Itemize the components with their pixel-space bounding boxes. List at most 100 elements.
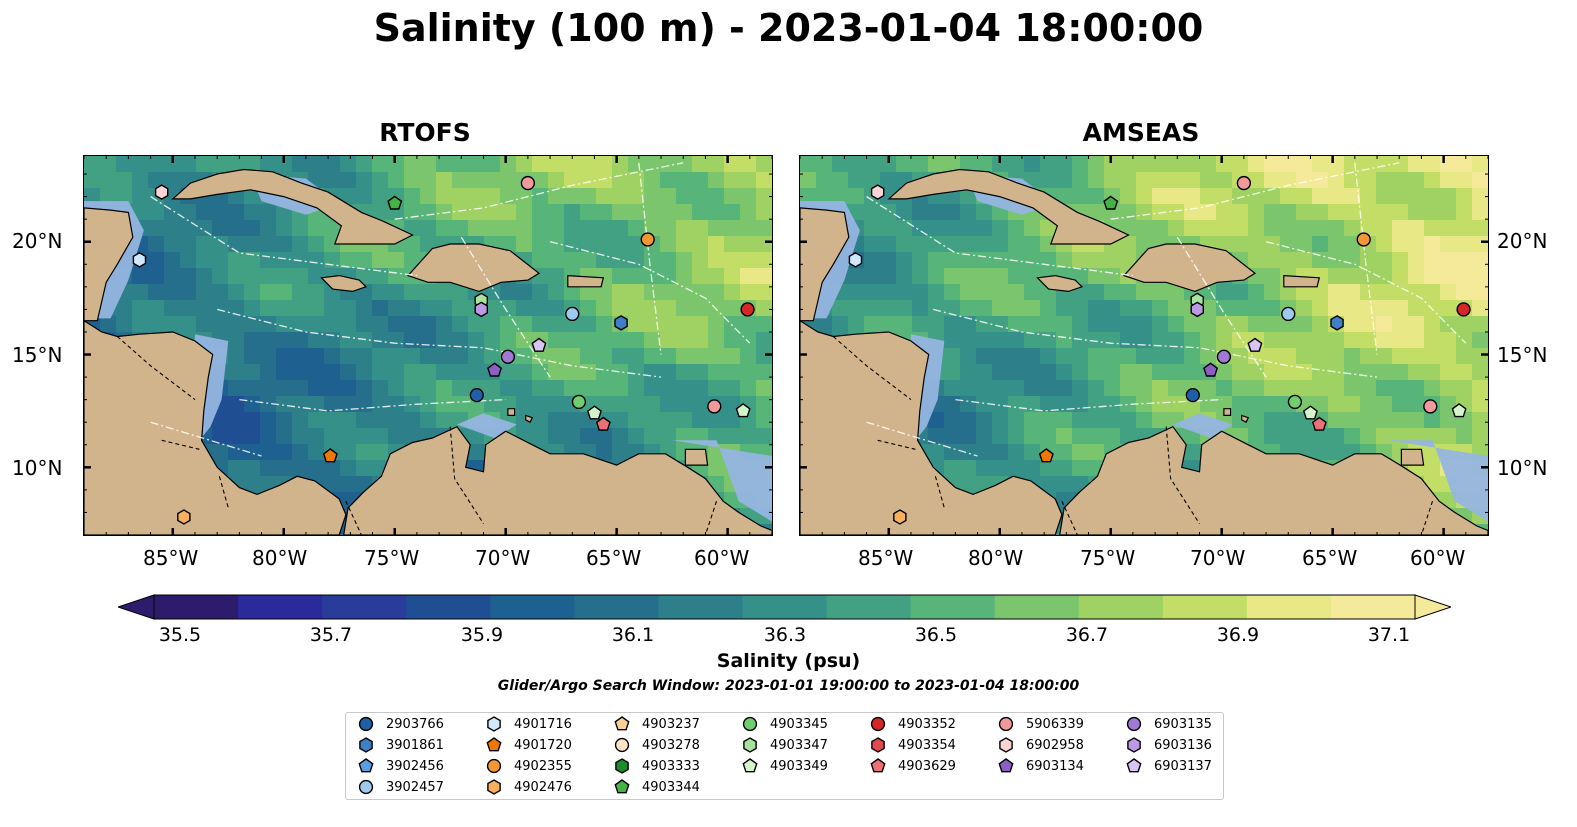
country-border	[449, 426, 484, 524]
legend-label: 4902355	[514, 758, 572, 774]
legend-marker-shape	[742, 716, 758, 732]
legend-item: 6903135	[1124, 714, 1212, 734]
legend-marker-shape	[871, 737, 885, 753]
legend-label: 4902476	[514, 779, 572, 795]
legend-label: 4903333	[642, 758, 700, 774]
eez-boundary	[150, 421, 262, 457]
legend-marker-icon	[870, 758, 886, 773]
colorbar-segment	[1246, 595, 1332, 619]
eez-boundary	[1265, 241, 1467, 344]
country-border	[934, 476, 945, 509]
legend-marker-icon	[1126, 716, 1142, 732]
lat-label-left-15: 15°N	[12, 343, 63, 367]
legend-marker-shape	[486, 758, 502, 774]
float-marker-3901861	[614, 315, 628, 331]
legend-marker-icon	[742, 758, 758, 773]
land-mass	[887, 168, 1130, 245]
land-mass	[684, 448, 709, 466]
legend-item: 4902355	[484, 756, 572, 776]
land-mass	[84, 319, 347, 535]
legend-item: 4903344	[612, 777, 700, 797]
legend-marker-icon	[1126, 758, 1142, 773]
land-mass	[320, 274, 368, 293]
lon-label-left-75: 75°W	[364, 546, 420, 570]
land-mass	[1223, 408, 1232, 416]
lon-label-left-60: 60°W	[694, 546, 750, 570]
colorbar-outline	[153, 594, 1416, 620]
legend-marker-shape	[358, 758, 374, 773]
legend-marker-icon	[1127, 737, 1141, 753]
float-marker-6903136	[1190, 301, 1204, 318]
legend-marker-shape	[1126, 758, 1142, 773]
country-border	[704, 501, 718, 535]
float-marker-4901716	[132, 251, 147, 268]
legend-item: 4903333	[612, 756, 700, 776]
legend-item: 3902457	[356, 777, 444, 797]
land-mass	[1283, 274, 1321, 288]
legend-marker-icon	[870, 716, 886, 732]
float-marker-4903352	[740, 302, 755, 317]
legend-item: 5906339	[996, 714, 1084, 734]
legend-label: 6903134	[1026, 758, 1084, 774]
float-marker-6903135	[1216, 349, 1232, 364]
colorbar-segment	[154, 595, 239, 619]
legend-marker-shape	[742, 758, 758, 773]
colorbar-segment	[322, 595, 407, 619]
float-marker-4902355	[640, 232, 655, 247]
shelf-area	[1172, 413, 1233, 438]
legend-item: 4903354	[868, 735, 956, 755]
legend-marker-shape	[614, 779, 630, 794]
float-marker-4903349	[586, 405, 602, 420]
colorbar-tick: 36.7	[1065, 624, 1109, 646]
float-marker-3901861	[1330, 315, 1344, 331]
legend-marker-icon	[487, 716, 501, 732]
legend-label: 6903135	[1154, 716, 1212, 732]
float-marker-6903135	[500, 349, 516, 364]
legend-label: 3901861	[386, 737, 444, 753]
colorbar-tick: 36.9	[1216, 624, 1260, 646]
float-marker-6903134	[1203, 362, 1219, 377]
search-window-caption: Glider/Argo Search Window: 2023-01-01 19…	[497, 678, 1080, 694]
legend-marker-icon	[999, 737, 1013, 753]
float-marker-5906339	[1423, 399, 1438, 414]
eez-boundary	[1110, 162, 1400, 220]
legend-marker-shape	[359, 737, 373, 753]
country-border	[832, 336, 912, 401]
legend-marker-shape	[486, 737, 502, 752]
colorbar-tick: 36.1	[611, 624, 655, 646]
eez-boundary	[549, 241, 751, 344]
panel-title-amseas: AMSEAS	[1082, 118, 1200, 147]
legend-marker-icon	[614, 779, 630, 794]
colorbar	[118, 594, 1451, 620]
land-mass	[171, 168, 414, 245]
eez-boundary	[239, 398, 506, 412]
legend-label: 5906339	[1026, 716, 1084, 732]
legend-item: 4901720	[484, 735, 572, 755]
colorbar-tick: 35.5	[158, 624, 202, 646]
legend-marker-icon	[359, 737, 373, 753]
eez-boundary	[150, 196, 417, 277]
float-marker-4902355	[1356, 232, 1371, 247]
eez-boundary	[638, 162, 662, 355]
legend-marker-icon	[614, 737, 630, 753]
axis-ticks	[84, 156, 772, 535]
lat-label-right-20: 20°N	[1497, 229, 1548, 253]
legend-marker-shape	[358, 779, 374, 795]
eez-boundary	[1176, 236, 1267, 378]
shelf-area	[456, 413, 517, 438]
legend-marker-icon	[871, 737, 885, 753]
float-marker-4903629	[595, 416, 611, 431]
legend-marker-shape	[487, 779, 501, 795]
float-marker-6903137	[531, 337, 547, 352]
eez-boundary	[866, 196, 1133, 277]
float-marker-4903352	[1456, 302, 1471, 317]
float-marker-6903134	[487, 362, 503, 377]
legend-label: 4901720	[514, 737, 572, 753]
land-mass	[507, 408, 516, 416]
legend-item: 4902476	[484, 777, 572, 797]
legend-marker-icon	[358, 779, 374, 795]
country-border	[1420, 501, 1434, 535]
colorbar-segment	[826, 595, 912, 619]
colorbar-segment	[238, 595, 323, 619]
land-mass	[800, 207, 850, 322]
